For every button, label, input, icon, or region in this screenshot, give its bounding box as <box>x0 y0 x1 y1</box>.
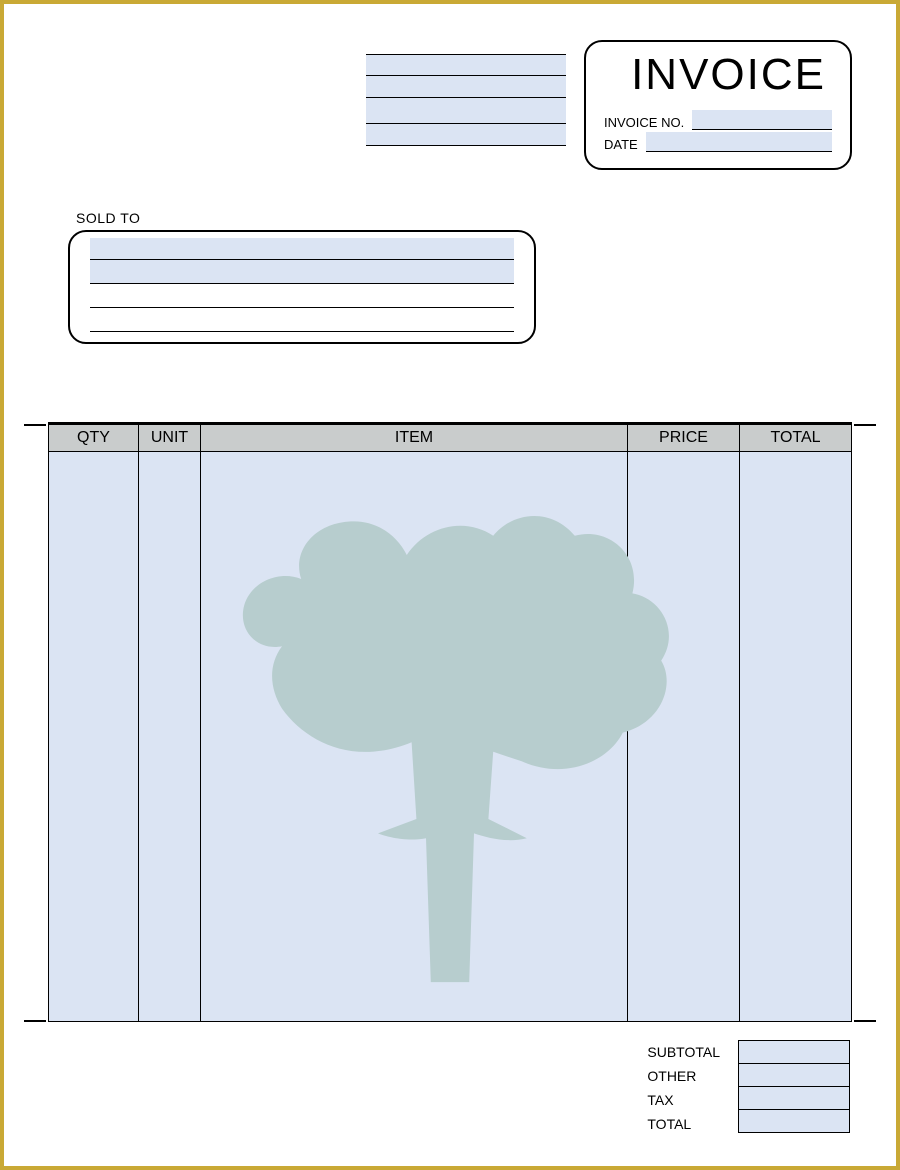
sold-to-box <box>68 230 536 344</box>
sold-to-label: SOLD TO <box>76 210 852 226</box>
table-header-row: QTY UNIT ITEM PRICE TOTAL <box>49 425 852 452</box>
line-items-section: QTY UNIT ITEM PRICE TOTAL <box>48 422 852 1022</box>
col-header-price: PRICE <box>628 425 740 452</box>
total-label: TOTAL <box>647 1112 720 1136</box>
col-header-unit: UNIT <box>139 425 201 452</box>
col-header-total: TOTAL <box>740 425 852 452</box>
invoice-date-field[interactable] <box>646 132 832 152</box>
table-body-row <box>49 452 852 1022</box>
invoice-no-label: INVOICE NO. <box>604 115 684 130</box>
invoice-no-row: INVOICE NO. <box>604 110 832 130</box>
col-header-item: ITEM <box>201 425 628 452</box>
cell-qty[interactable] <box>49 452 139 1022</box>
cell-total[interactable] <box>740 452 852 1022</box>
invoice-no-field[interactable] <box>692 110 832 130</box>
from-line-1[interactable] <box>366 54 566 76</box>
from-line-4[interactable] <box>366 124 566 146</box>
soldto-line-1[interactable] <box>90 238 514 260</box>
other-field[interactable] <box>738 1063 850 1087</box>
from-line-3[interactable] <box>366 98 566 124</box>
cell-price[interactable] <box>628 452 740 1022</box>
totals-section: SUBTOTAL OTHER TAX TOTAL <box>48 1040 852 1136</box>
cell-unit[interactable] <box>139 452 201 1022</box>
invoice-date-row: DATE <box>604 132 832 152</box>
totals-labels: SUBTOTAL OTHER TAX TOTAL <box>647 1040 720 1136</box>
crop-mark-icon <box>854 1020 876 1022</box>
crop-mark-icon <box>854 424 876 426</box>
totals-fields <box>738 1040 850 1136</box>
col-header-qty: QTY <box>49 425 139 452</box>
crop-mark-icon <box>24 424 46 426</box>
line-items-table: QTY UNIT ITEM PRICE TOTAL <box>48 424 852 1022</box>
soldto-line-4[interactable] <box>90 308 514 332</box>
from-line-2[interactable] <box>366 76 566 98</box>
soldto-line-3[interactable] <box>90 284 514 308</box>
subtotal-label: SUBTOTAL <box>647 1040 720 1064</box>
line-items-frame: QTY UNIT ITEM PRICE TOTAL <box>48 422 852 1022</box>
other-label: OTHER <box>647 1064 720 1088</box>
soldto-line-2[interactable] <box>90 260 514 284</box>
from-address-block <box>366 54 566 146</box>
total-field[interactable] <box>738 1109 850 1133</box>
invoice-page: INVOICE INVOICE NO. DATE SOLD TO <box>0 0 900 1170</box>
crop-mark-icon <box>24 1020 46 1022</box>
tax-label: TAX <box>647 1088 720 1112</box>
invoice-date-label: DATE <box>604 137 638 152</box>
header: INVOICE INVOICE NO. DATE <box>48 40 852 170</box>
tax-field[interactable] <box>738 1086 850 1110</box>
subtotal-field[interactable] <box>738 1040 850 1064</box>
invoice-title: INVOICE <box>604 50 832 100</box>
cell-item[interactable] <box>201 452 628 1022</box>
invoice-meta-box: INVOICE INVOICE NO. DATE <box>584 40 852 170</box>
